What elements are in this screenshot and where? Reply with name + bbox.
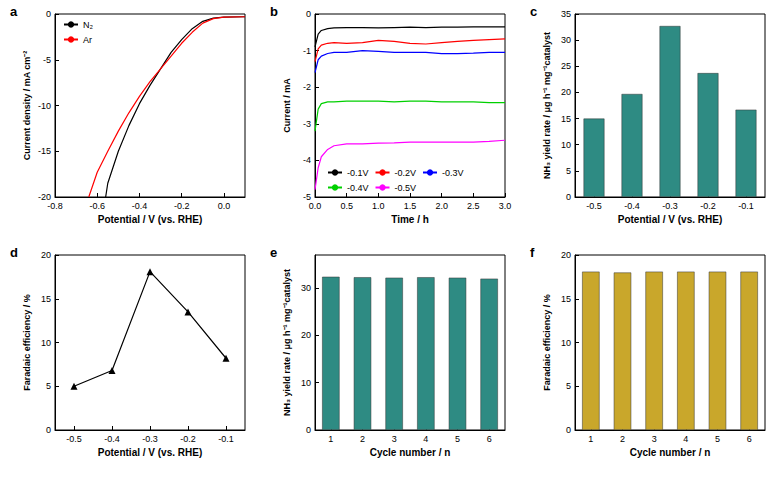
svg-text:-1: -1 bbox=[303, 46, 311, 56]
svg-text:0: 0 bbox=[566, 425, 571, 435]
svg-text:Faradaic efficiency / %: Faradaic efficiency / % bbox=[542, 294, 552, 391]
svg-text:-0.4V: -0.4V bbox=[347, 183, 369, 193]
svg-text:-0.8: -0.8 bbox=[47, 201, 63, 211]
svg-text:-5: -5 bbox=[303, 192, 311, 202]
svg-text:Ar: Ar bbox=[83, 35, 92, 45]
svg-text:20: 20 bbox=[41, 250, 51, 260]
svg-text:0: 0 bbox=[46, 425, 51, 435]
svg-text:-0.6: -0.6 bbox=[89, 201, 105, 211]
svg-text:N₂: N₂ bbox=[83, 20, 93, 30]
svg-text:20: 20 bbox=[301, 330, 311, 340]
svg-text:-15: -15 bbox=[38, 146, 51, 156]
svg-text:-0.3V: -0.3V bbox=[442, 168, 464, 178]
svg-text:5: 5 bbox=[566, 381, 571, 391]
svg-text:5: 5 bbox=[455, 434, 460, 444]
svg-text:-0.2: -0.2 bbox=[700, 201, 716, 211]
svg-text:-10: -10 bbox=[38, 101, 51, 111]
svg-text:10: 10 bbox=[301, 378, 311, 388]
svg-text:-2: -2 bbox=[303, 82, 311, 92]
svg-text:-0.1: -0.1 bbox=[738, 201, 754, 211]
svg-text:20: 20 bbox=[561, 87, 571, 97]
svg-text:15: 15 bbox=[561, 294, 571, 304]
svg-text:-0.2: -0.2 bbox=[174, 201, 190, 211]
svg-text:-0.5V: -0.5V bbox=[395, 183, 417, 193]
svg-text:0: 0 bbox=[306, 425, 311, 435]
svg-text:-0.1: -0.1 bbox=[218, 434, 234, 444]
svg-text:10: 10 bbox=[41, 338, 51, 348]
svg-text:-20: -20 bbox=[38, 192, 51, 202]
svg-text:-5: -5 bbox=[43, 55, 51, 65]
svg-text:5: 5 bbox=[566, 166, 571, 176]
svg-text:-0.3: -0.3 bbox=[662, 201, 678, 211]
svg-text:Potential / V (vs. RHE): Potential / V (vs. RHE) bbox=[98, 447, 202, 458]
svg-text:3: 3 bbox=[392, 434, 397, 444]
svg-text:Potential / V (vs. RHE): Potential / V (vs. RHE) bbox=[618, 214, 722, 225]
svg-text:-0.2: -0.2 bbox=[180, 434, 196, 444]
svg-text:4: 4 bbox=[423, 434, 428, 444]
svg-text:-4: -4 bbox=[303, 155, 311, 165]
svg-text:10: 10 bbox=[561, 338, 571, 348]
svg-text:Faradaic efficiency / %: Faradaic efficiency / % bbox=[22, 294, 32, 391]
svg-text:d: d bbox=[10, 245, 18, 260]
svg-text:f: f bbox=[530, 245, 535, 260]
svg-text:30: 30 bbox=[561, 35, 571, 45]
svg-text:5: 5 bbox=[715, 434, 720, 444]
svg-text:0.0: 0.0 bbox=[218, 201, 231, 211]
svg-text:0.5: 0.5 bbox=[340, 201, 353, 211]
svg-text:e: e bbox=[270, 245, 277, 260]
svg-text:15: 15 bbox=[41, 294, 51, 304]
svg-text:Current density / mA cm⁻²: Current density / mA cm⁻² bbox=[22, 51, 32, 161]
svg-text:3.0: 3.0 bbox=[499, 201, 512, 211]
svg-text:-0.4: -0.4 bbox=[132, 201, 148, 211]
svg-text:2: 2 bbox=[360, 434, 365, 444]
svg-text:a: a bbox=[10, 4, 18, 19]
svg-text:10: 10 bbox=[561, 140, 571, 150]
svg-text:Cycle number / n: Cycle number / n bbox=[630, 447, 711, 458]
svg-text:Time / h: Time / h bbox=[391, 214, 429, 225]
svg-text:6: 6 bbox=[487, 434, 492, 444]
svg-text:-0.4: -0.4 bbox=[104, 434, 120, 444]
svg-text:-0.4: -0.4 bbox=[624, 201, 640, 211]
svg-text:2: 2 bbox=[620, 434, 625, 444]
svg-text:0: 0 bbox=[306, 9, 311, 19]
svg-text:c: c bbox=[530, 4, 537, 19]
svg-text:-0.2V: -0.2V bbox=[395, 168, 417, 178]
svg-text:35: 35 bbox=[561, 9, 571, 19]
svg-text:0: 0 bbox=[566, 192, 571, 202]
svg-text:1.5: 1.5 bbox=[404, 201, 417, 211]
svg-text:6: 6 bbox=[747, 434, 752, 444]
svg-text:2.0: 2.0 bbox=[435, 201, 448, 211]
svg-text:-3: -3 bbox=[303, 119, 311, 129]
svg-text:20: 20 bbox=[561, 250, 571, 260]
svg-text:30: 30 bbox=[301, 283, 311, 293]
svg-text:b: b bbox=[270, 4, 278, 19]
svg-text:25: 25 bbox=[561, 61, 571, 71]
svg-text:1: 1 bbox=[588, 434, 593, 444]
svg-text:Cycle number / n: Cycle number / n bbox=[370, 447, 451, 458]
svg-text:15: 15 bbox=[561, 114, 571, 124]
svg-text:2.5: 2.5 bbox=[467, 201, 480, 211]
svg-text:0.0: 0.0 bbox=[309, 201, 322, 211]
svg-text:Potential / V (vs. RHE): Potential / V (vs. RHE) bbox=[98, 214, 202, 225]
svg-text:Current / mA: Current / mA bbox=[282, 78, 292, 133]
svg-text:1.0: 1.0 bbox=[372, 201, 385, 211]
svg-text:NH₃ yield rate / μg h⁻¹ mg⁻¹ca: NH₃ yield rate / μg h⁻¹ mg⁻¹catalyst bbox=[542, 32, 552, 179]
svg-text:3: 3 bbox=[652, 434, 657, 444]
svg-text:1: 1 bbox=[328, 434, 333, 444]
svg-text:-0.1V: -0.1V bbox=[347, 168, 369, 178]
svg-text:5: 5 bbox=[46, 381, 51, 391]
svg-text:NH₃ yield rate / μg h⁻¹ mg⁻¹ca: NH₃ yield rate / μg h⁻¹ mg⁻¹catalyst bbox=[282, 269, 292, 416]
svg-text:-0.5: -0.5 bbox=[66, 434, 82, 444]
svg-text:0: 0 bbox=[46, 9, 51, 19]
svg-text:-0.3: -0.3 bbox=[142, 434, 158, 444]
svg-text:4: 4 bbox=[683, 434, 688, 444]
svg-text:-0.5: -0.5 bbox=[586, 201, 602, 211]
